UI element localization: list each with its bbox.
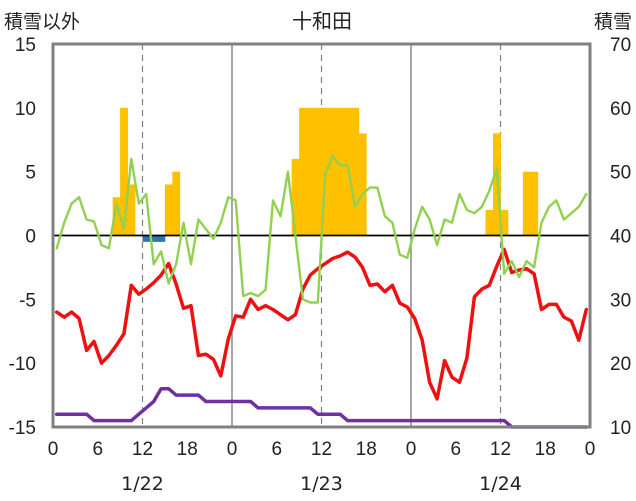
chart-title: 十和田 [292, 9, 352, 33]
precip-bar [314, 107, 322, 236]
day-label: 1/22 [121, 473, 164, 495]
negative-bar [157, 235, 166, 242]
x-tick-label: 6 [271, 439, 282, 460]
y-right-tick-label: 40 [610, 227, 631, 248]
x-tick-label: 18 [356, 439, 377, 460]
y-left-tick-label: 0 [25, 227, 36, 248]
precip-bar [291, 158, 300, 236]
y-left-tick-label: 5 [25, 163, 36, 184]
precip-bar [164, 184, 173, 236]
y-left-tick-label: 10 [15, 99, 36, 120]
y-left-axis-label: 積雪以外 [4, 11, 80, 33]
x-tick-label: 0 [48, 439, 59, 460]
x-tick-label: 18 [535, 439, 556, 460]
y-right-tick-label: 60 [610, 99, 631, 120]
x-tick-label: 0 [585, 439, 596, 460]
x-tick-label: 0 [227, 439, 238, 460]
precip-bar [358, 133, 367, 236]
precip-bar [306, 107, 315, 236]
precip-bar [530, 171, 539, 236]
y-left-tick-label: -10 [9, 354, 36, 375]
x-tick-label: 12 [132, 439, 153, 460]
precip-bar [299, 107, 307, 236]
precip-bar [336, 107, 345, 236]
precip-bar [112, 197, 121, 236]
precip-bar [120, 107, 128, 236]
negative-bar [149, 235, 158, 242]
y-right-tick-label: 10 [610, 418, 631, 439]
precip-bar [351, 107, 360, 236]
x-tick-label: 12 [490, 439, 511, 460]
y-left-tick-label: -15 [9, 418, 36, 439]
precip-bar [500, 209, 509, 236]
x-tick-label: 6 [92, 439, 103, 460]
y-right-tick-label: 30 [610, 290, 631, 311]
precip-bar [172, 171, 181, 236]
day-label: 1/24 [479, 473, 522, 495]
y-right-axis-label: 積雪 [594, 11, 632, 33]
precip-bar [485, 209, 494, 236]
negative-bar [142, 235, 151, 242]
y-left-tick-label: 15 [15, 35, 36, 56]
y-right-tick-label: 50 [610, 163, 631, 184]
wind-line [54, 386, 589, 429]
x-tick-label: 12 [311, 439, 332, 460]
temperature-line [54, 247, 589, 401]
y-right-tick-label: 20 [610, 354, 631, 375]
day-label: 1/23 [300, 473, 343, 495]
x-tick-label: 18 [177, 439, 198, 460]
plot-frame [51, 42, 592, 429]
precip-bar [522, 171, 531, 236]
y-right-tick-label: 70 [610, 35, 631, 56]
snow_depth-line [55, 154, 588, 304]
x-tick-label: 6 [450, 439, 461, 460]
precip-bar [328, 107, 337, 236]
precip-bar [127, 184, 136, 236]
y-left-tick-label: -5 [19, 290, 36, 311]
x-tick-label: 0 [406, 439, 417, 460]
